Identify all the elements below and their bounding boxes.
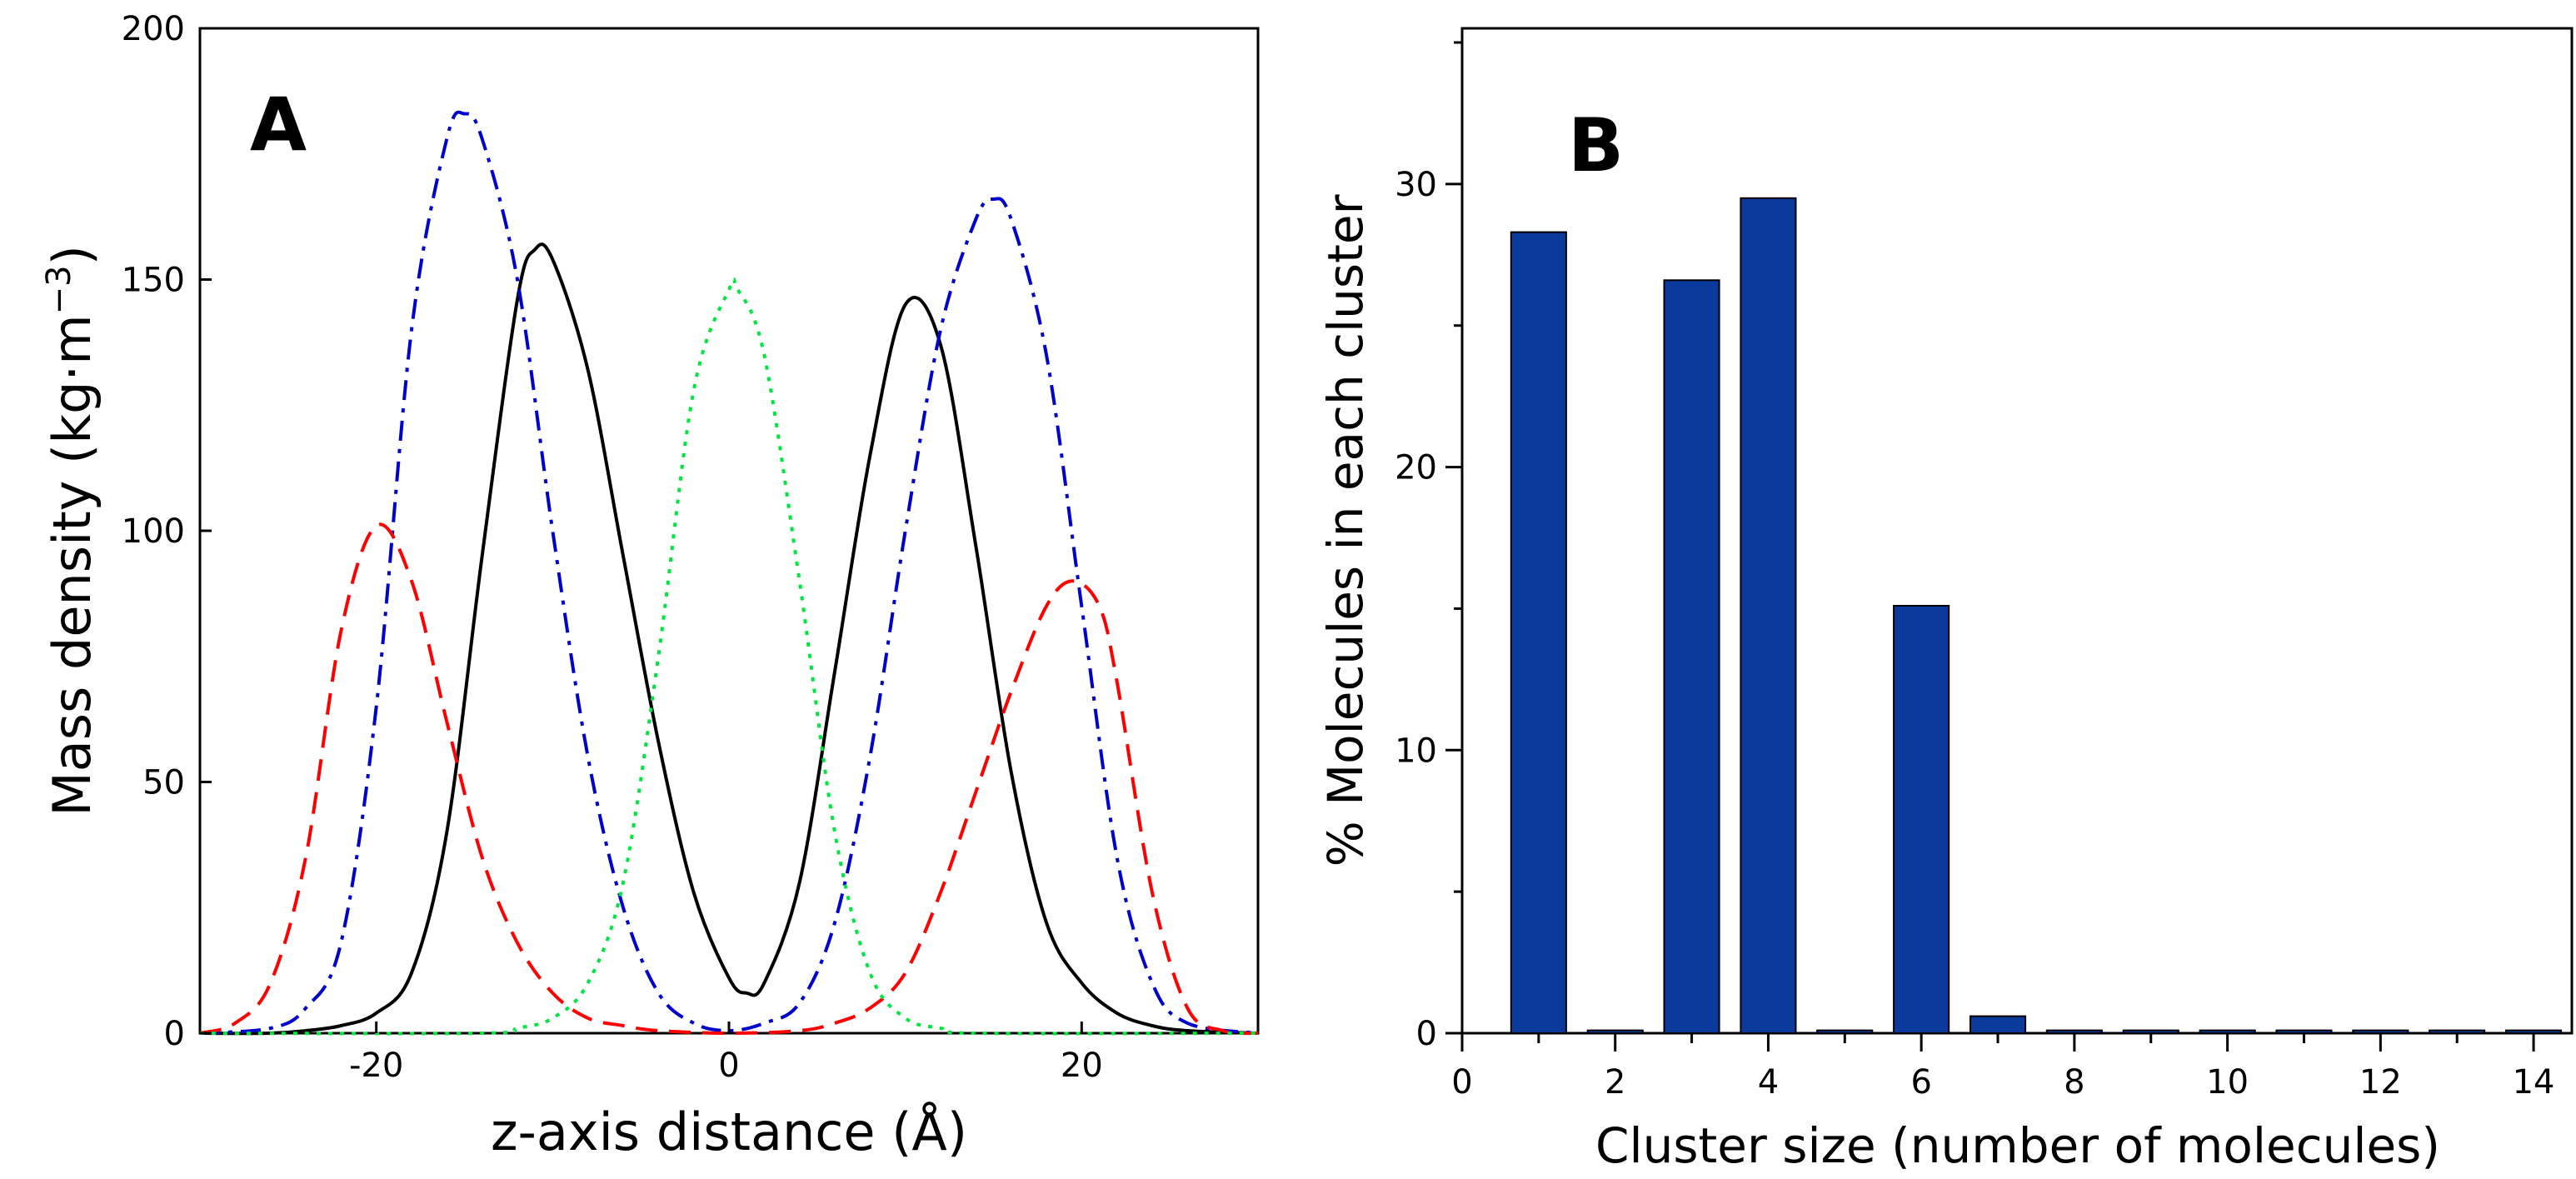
panel-b-bar-cluster-5 — [1816, 1029, 1874, 1034]
panel-b-bar-cluster-10 — [2199, 1029, 2256, 1034]
panel-a-series-green-dotted — [199, 277, 1259, 1036]
panel-a-y-axis-title-base: Mass density (kg·m — [42, 314, 102, 816]
panel-b-y-axis-title: % Molecules in each cluster — [1317, 194, 1374, 867]
panel-a-y-tick-label: 150 — [122, 262, 185, 300]
panel-a-plot-frame — [198, 27, 1260, 1035]
panel-a-x-tick-label: 20 — [1061, 1047, 1103, 1085]
panel-a-series-red-dashed — [199, 522, 1259, 1036]
panel-b-y-tick-label: 30 — [1395, 166, 1437, 204]
panel-b-x-ticks: 0 2 4 6 8 10 12 14 — [1451, 1033, 2555, 1102]
panel-b-bars-group — [1510, 197, 2563, 1035]
panel-b-x-tick-label: 8 — [2064, 1063, 2084, 1102]
panel-b-x-axis-title: Cluster size (number of molecules) — [1595, 1117, 2440, 1174]
panel-a-x-tick-label: -20 — [349, 1047, 403, 1085]
panel-a-y-tick-label: 0 — [164, 1015, 185, 1053]
panel-a-series-blue-dashdot — [199, 110, 1259, 1035]
panel-b-y-tick-label: 10 — [1395, 732, 1437, 770]
panel-a-y-tick-label: 50 — [142, 764, 185, 802]
panel-a-y-axis-title-close: ) — [42, 245, 102, 265]
panel-a-y-ticks: 0 50 100 150 200 — [122, 10, 212, 1053]
panel-b-label: B — [1568, 102, 1624, 188]
panel-b-plot-frame — [1460, 27, 2574, 1035]
panel-a-y-axis-title-superscript: −3 — [40, 265, 78, 314]
panel-a-x-tick-label: 0 — [718, 1047, 739, 1085]
panel-a-y-tick-label: 200 — [122, 10, 185, 48]
panel-b-y-tick-label: 0 — [1416, 1015, 1437, 1053]
panel-b-x-tick-label: 0 — [1451, 1063, 1472, 1102]
panel-a-series-group — [199, 110, 1259, 1036]
panel-b-x-tick-label: 10 — [2206, 1063, 2249, 1102]
panel-a-label: A — [250, 82, 307, 167]
panel-a-y-axis-title: Mass density (kg·m−3) — [40, 245, 102, 817]
panel-b-bar-cluster-3 — [1663, 279, 1720, 1034]
panel-b-x-tick-label: 6 — [1910, 1063, 1931, 1102]
panel-b-bar-cluster-4 — [1740, 197, 1797, 1035]
panel-a-x-ticks: -20 0 20 — [349, 1022, 1103, 1085]
panel-a-x-axis-title: z-axis distance (Å) — [491, 1102, 967, 1162]
panel-b-bar-cluster-7 — [1969, 1015, 2027, 1034]
panel-b-bar-cluster-12 — [2352, 1029, 2409, 1034]
panel-b-bar-cluster-13 — [2429, 1029, 2486, 1034]
panel-b-bar-cluster-1 — [1510, 231, 1567, 1035]
panel-a-series-black-solid — [199, 242, 1259, 1036]
panel-b-bar-cluster-8 — [2045, 1029, 2103, 1034]
panel-b-chart: 0 2 4 6 8 10 12 14 0 10 20 30 B Cluster size (numb… — [1317, 27, 2574, 1174]
panel-b-bar-cluster-11 — [2275, 1029, 2333, 1034]
panel-a-y-tick-label: 100 — [122, 512, 185, 551]
panel-b-bar-cluster-14 — [2505, 1029, 2563, 1034]
panel-b-x-tick-label: 2 — [1605, 1063, 1625, 1102]
panel-a-chart: -20 0 20 0 50 100 150 200 A z-axis distance (Å… — [40, 10, 1260, 1162]
panel-b-x-tick-label: 4 — [1758, 1063, 1779, 1102]
panel-b-x-tick-label: 12 — [2359, 1063, 2402, 1102]
panel-b-y-tick-label: 20 — [1395, 449, 1437, 487]
panel-b-bar-cluster-6 — [1893, 605, 1950, 1034]
panel-b-bar-cluster-2 — [1586, 1029, 1644, 1034]
panel-b-y-ticks: 0 10 20 30 — [1395, 41, 1462, 1053]
panel-b-bar-cluster-9 — [2122, 1029, 2179, 1034]
panel-b-x-tick-label: 14 — [2513, 1063, 2555, 1102]
